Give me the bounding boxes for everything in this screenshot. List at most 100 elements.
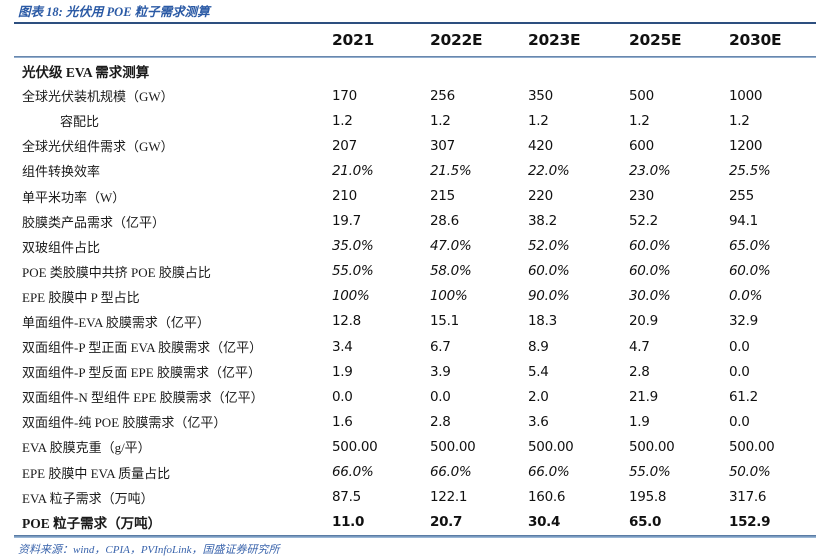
cell-value: 66.0% bbox=[528, 464, 570, 481]
cell-value: 21.0% bbox=[332, 162, 374, 179]
cell-value: 2.8 bbox=[629, 363, 650, 380]
cell-value: 307 bbox=[430, 137, 455, 154]
cell-value: 30.4 bbox=[528, 514, 561, 531]
cell-value: 50.0% bbox=[729, 464, 771, 481]
cell-value: 66.0% bbox=[430, 464, 472, 481]
cell-value: 87.5 bbox=[332, 489, 361, 506]
cell-value: 100% bbox=[430, 288, 468, 305]
cell-value: 210 bbox=[332, 188, 357, 205]
row-label: 双玻组件占比 bbox=[22, 239, 101, 255]
table-row: 胶膜类产品需求（亿平） 19.7 28.6 38.2 52.2 94.1 bbox=[14, 209, 816, 234]
cell-value: 195.8 bbox=[629, 489, 667, 506]
cell-value: 47.0% bbox=[430, 238, 472, 255]
row-label: 组件转换效率 bbox=[22, 164, 101, 180]
cell-value: 30.0% bbox=[629, 288, 671, 305]
cell-value: 500.00 bbox=[430, 438, 476, 455]
cell-value: 1.2 bbox=[332, 112, 353, 129]
row-label: 光伏级 EVA 需求测算 bbox=[22, 64, 150, 80]
table-header-row: 2021 2022E 2023E 2025E 2030E bbox=[14, 24, 816, 56]
row-label: 双面组件-P 型反面 EPE 胶膜需求（亿平） bbox=[22, 365, 261, 381]
table-row: 单平米功率（W） 210 215 220 230 255 bbox=[14, 183, 816, 208]
row-label: 全球光伏装机规模（GW） bbox=[22, 89, 174, 105]
cell-value: 52.2 bbox=[629, 213, 658, 230]
cell-value: 22.0% bbox=[528, 162, 570, 179]
row-label: 双面组件-N 型组件 EPE 胶膜需求（亿平） bbox=[22, 390, 264, 406]
row-label: POE 粒子需求（万吨） bbox=[22, 516, 162, 532]
row-label: 单面组件-EVA 胶膜需求（亿平） bbox=[22, 314, 210, 330]
cell-value: 65.0% bbox=[729, 238, 771, 255]
cell-value: 600 bbox=[629, 137, 654, 154]
table-row: 单面组件-EVA 胶膜需求（亿平） 12.8 15.1 18.3 20.9 32.9 bbox=[14, 309, 816, 334]
cell-value: 21.5% bbox=[430, 162, 472, 179]
cell-value: 420 bbox=[528, 137, 553, 154]
row-label: EVA 胶膜克重（g/平） bbox=[22, 440, 151, 456]
table-body: 光伏级 EVA 需求测算 全球光伏装机规模（GW） 170 256 350 500 1000… bbox=[14, 58, 816, 535]
table-row: 双面组件-P 型反面 EPE 胶膜需求（亿平） 1.9 3.9 5.4 2.8 0.0 bbox=[14, 359, 816, 384]
source-note: 资料来源：wind，CPIA，PVInfoLink，国盛证券研究所 bbox=[18, 543, 280, 556]
table-row: EPE 胶膜中 EVA 质量占比 66.0% 66.0% 66.0% 55.0% 50.0… bbox=[14, 460, 816, 485]
table-row: 组件转换效率 21.0% 21.5% 22.0% 23.0% 25.5% bbox=[14, 158, 816, 183]
cell-value: 20.9 bbox=[629, 313, 658, 330]
cell-value: 90.0% bbox=[528, 288, 570, 305]
cell-value: 20.7 bbox=[430, 514, 463, 531]
cell-value: 35.0% bbox=[332, 238, 374, 255]
cell-value: 21.9 bbox=[629, 388, 658, 405]
cell-value: 6.7 bbox=[430, 338, 451, 355]
cell-value: 0.0% bbox=[729, 288, 763, 305]
column-header: 2022E bbox=[430, 31, 483, 49]
cell-value: 58.0% bbox=[430, 263, 472, 280]
table-row: EVA 胶膜克重（g/平） 500.00 500.00 500.00 500.00 500… bbox=[14, 434, 816, 459]
cell-value: 152.9 bbox=[729, 514, 771, 531]
cell-value: 0.0 bbox=[729, 338, 750, 355]
cell-value: 60.0% bbox=[729, 263, 771, 280]
row-label: EVA 粒子需求（万吨） bbox=[22, 490, 154, 506]
cell-value: 0.0 bbox=[729, 363, 750, 380]
figure-title: 图表 18: 光伏用 POE 粒子需求测算 bbox=[18, 5, 210, 19]
cell-value: 12.8 bbox=[332, 313, 361, 330]
cell-value: 66.0% bbox=[332, 464, 374, 481]
row-label: 全球光伏组件需求（GW） bbox=[22, 139, 174, 155]
column-header: 2021 bbox=[332, 31, 374, 49]
cell-value: 500.00 bbox=[729, 438, 775, 455]
cell-value: 215 bbox=[430, 188, 455, 205]
cell-value: 52.0% bbox=[528, 238, 570, 255]
row-label: 单平米功率（W） bbox=[22, 189, 126, 205]
cell-value: 5.4 bbox=[528, 363, 549, 380]
table-row: 双面组件-N 型组件 EPE 胶膜需求（亿平） 0.0 0.0 2.0 21.9 61.2 bbox=[14, 384, 816, 409]
table-row: 双面组件-纯 POE 胶膜需求（亿平） 1.6 2.8 3.6 1.9 0.0 bbox=[14, 409, 816, 434]
row-label: 容配比 bbox=[60, 114, 100, 130]
cell-value: 170 bbox=[332, 87, 357, 104]
cell-value: 255 bbox=[729, 188, 754, 205]
table-row: 光伏级 EVA 需求测算 bbox=[14, 58, 816, 83]
cell-value: 23.0% bbox=[629, 162, 671, 179]
cell-value: 3.6 bbox=[528, 413, 549, 430]
cell-value: 4.7 bbox=[629, 338, 650, 355]
table-row: 双玻组件占比 35.0% 47.0% 52.0% 60.0% 65.0% bbox=[14, 234, 816, 259]
cell-value: 500.00 bbox=[528, 438, 574, 455]
cell-value: 2.8 bbox=[430, 413, 451, 430]
cell-value: 317.6 bbox=[729, 489, 767, 506]
cell-value: 500.00 bbox=[332, 438, 378, 455]
row-label: 双面组件-P 型正面 EVA 胶膜需求（亿平） bbox=[22, 340, 263, 356]
cell-value: 160.6 bbox=[528, 489, 566, 506]
cell-value: 18.3 bbox=[528, 313, 557, 330]
title-divider bbox=[14, 22, 816, 24]
column-header: 2030E bbox=[729, 31, 782, 49]
cell-value: 38.2 bbox=[528, 213, 557, 230]
cell-value: 1.9 bbox=[629, 413, 650, 430]
cell-value: 1200 bbox=[729, 137, 763, 154]
row-label: EPE 胶膜中 P 型占比 bbox=[22, 289, 140, 305]
cell-value: 500.00 bbox=[629, 438, 675, 455]
cell-value: 1000 bbox=[729, 87, 763, 104]
header-divider bbox=[14, 56, 816, 58]
row-label: POE 类胶膜中共挤 POE 胶膜占比 bbox=[22, 264, 211, 280]
cell-value: 25.5% bbox=[729, 162, 771, 179]
cell-value: 60.0% bbox=[629, 263, 671, 280]
cell-value: 55.0% bbox=[629, 464, 671, 481]
cell-value: 0.0 bbox=[332, 388, 353, 405]
cell-value: 350 bbox=[528, 87, 553, 104]
cell-value: 230 bbox=[629, 188, 654, 205]
cell-value: 8.9 bbox=[528, 338, 549, 355]
table-row: 双面组件-P 型正面 EVA 胶膜需求（亿平） 3.4 6.7 8.9 4.7 0.0 bbox=[14, 334, 816, 359]
